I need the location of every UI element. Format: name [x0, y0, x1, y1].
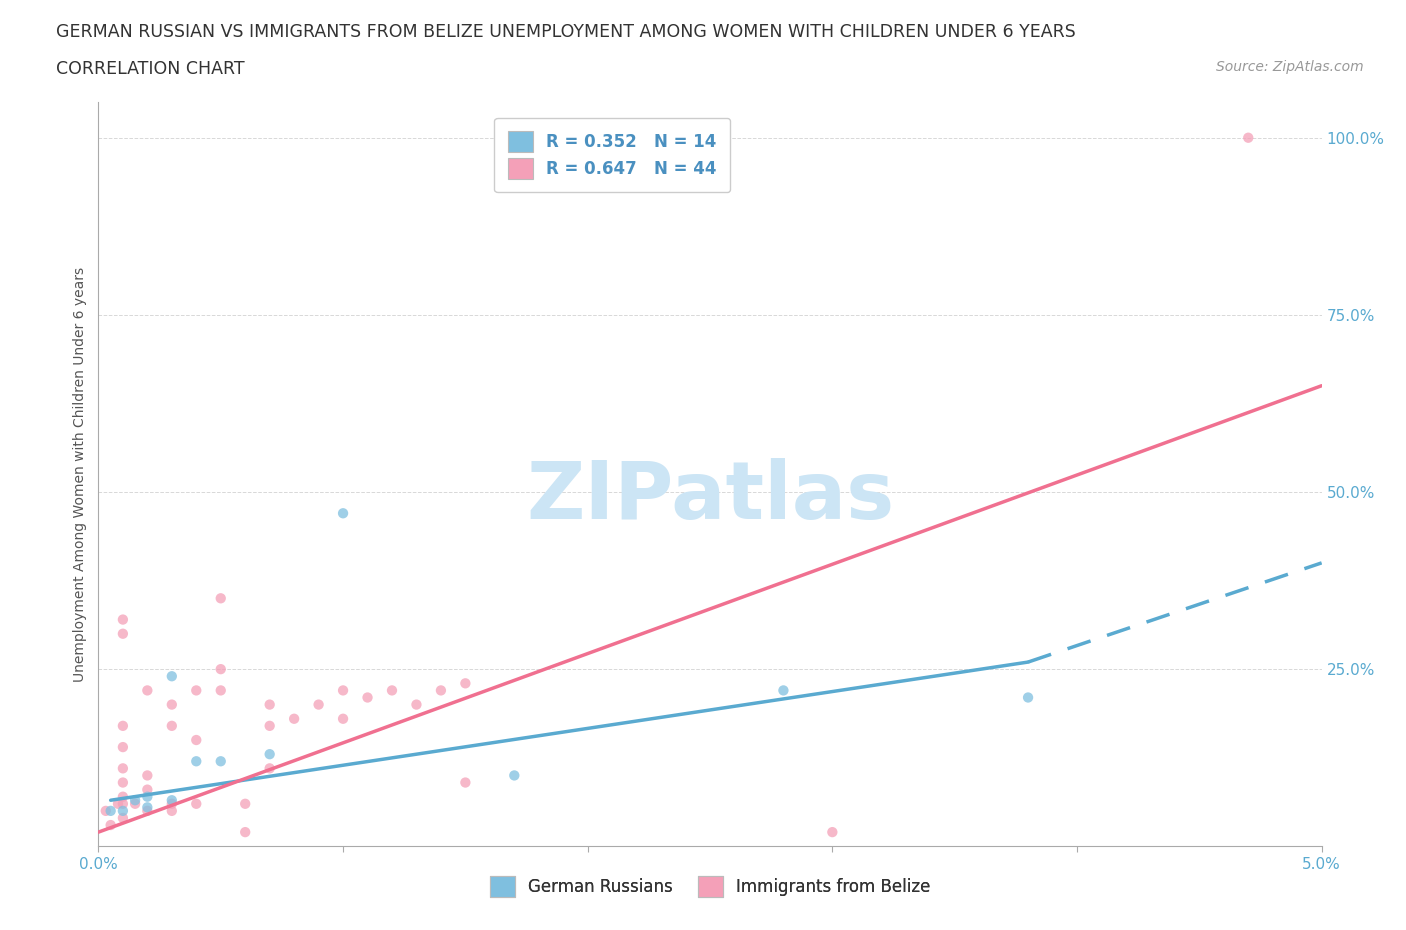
Point [186, 733, 208, 748]
Point [111, 626, 134, 641]
Point [209, 754, 232, 769]
Y-axis label: Unemployment Among Women with Children Under 6 years: Unemployment Among Women with Children U… [73, 267, 87, 682]
Point [209, 591, 232, 605]
Point [136, 683, 159, 698]
Point [111, 811, 134, 826]
Point [136, 790, 159, 804]
Point [111, 796, 134, 811]
Point [107, 796, 129, 811]
Point [100, 817, 122, 832]
Point [160, 792, 183, 807]
Point [160, 698, 183, 712]
Point [136, 804, 159, 818]
Point [160, 804, 183, 818]
Point [233, 796, 256, 811]
Point [124, 792, 146, 807]
Point [124, 796, 146, 811]
Point [111, 790, 134, 804]
Point [100, 804, 122, 818]
Point [209, 683, 232, 698]
Point [381, 683, 404, 698]
Point [160, 718, 183, 733]
Point [186, 754, 208, 769]
Point [136, 768, 159, 783]
Text: ZIPatlas: ZIPatlas [526, 458, 894, 536]
Point [1017, 690, 1039, 705]
Point [332, 711, 354, 726]
Point [111, 804, 134, 818]
Legend: German Russians, Immigrants from Belize: German Russians, Immigrants from Belize [481, 868, 939, 905]
Point [259, 698, 281, 712]
Point [332, 683, 354, 698]
Point [503, 768, 526, 783]
Point [259, 747, 281, 762]
Point [94, 804, 117, 818]
Point [356, 690, 378, 705]
Point [454, 775, 477, 790]
Point [186, 796, 208, 811]
Point [136, 800, 159, 815]
Text: GERMAN RUSSIAN VS IMMIGRANTS FROM BELIZE UNEMPLOYMENT AMONG WOMEN WITH CHILDREN : GERMAN RUSSIAN VS IMMIGRANTS FROM BELIZE… [56, 23, 1076, 41]
Text: Source: ZipAtlas.com: Source: ZipAtlas.com [1216, 60, 1364, 74]
Point [308, 698, 330, 712]
Point [430, 683, 453, 698]
Point [111, 775, 134, 790]
Point [136, 782, 159, 797]
Point [259, 761, 281, 776]
Point [160, 669, 183, 684]
Point [111, 739, 134, 754]
Point [209, 662, 232, 677]
Point [160, 796, 183, 811]
Point [405, 698, 427, 712]
Point [111, 761, 134, 776]
Point [821, 825, 844, 840]
Point [772, 683, 794, 698]
Point [233, 825, 256, 840]
Point [111, 612, 134, 627]
Point [454, 676, 477, 691]
Point [332, 506, 354, 521]
Text: CORRELATION CHART: CORRELATION CHART [56, 60, 245, 78]
Point [259, 718, 281, 733]
Point [283, 711, 305, 726]
Point [186, 683, 208, 698]
Point [1237, 130, 1260, 145]
Point [111, 718, 134, 733]
